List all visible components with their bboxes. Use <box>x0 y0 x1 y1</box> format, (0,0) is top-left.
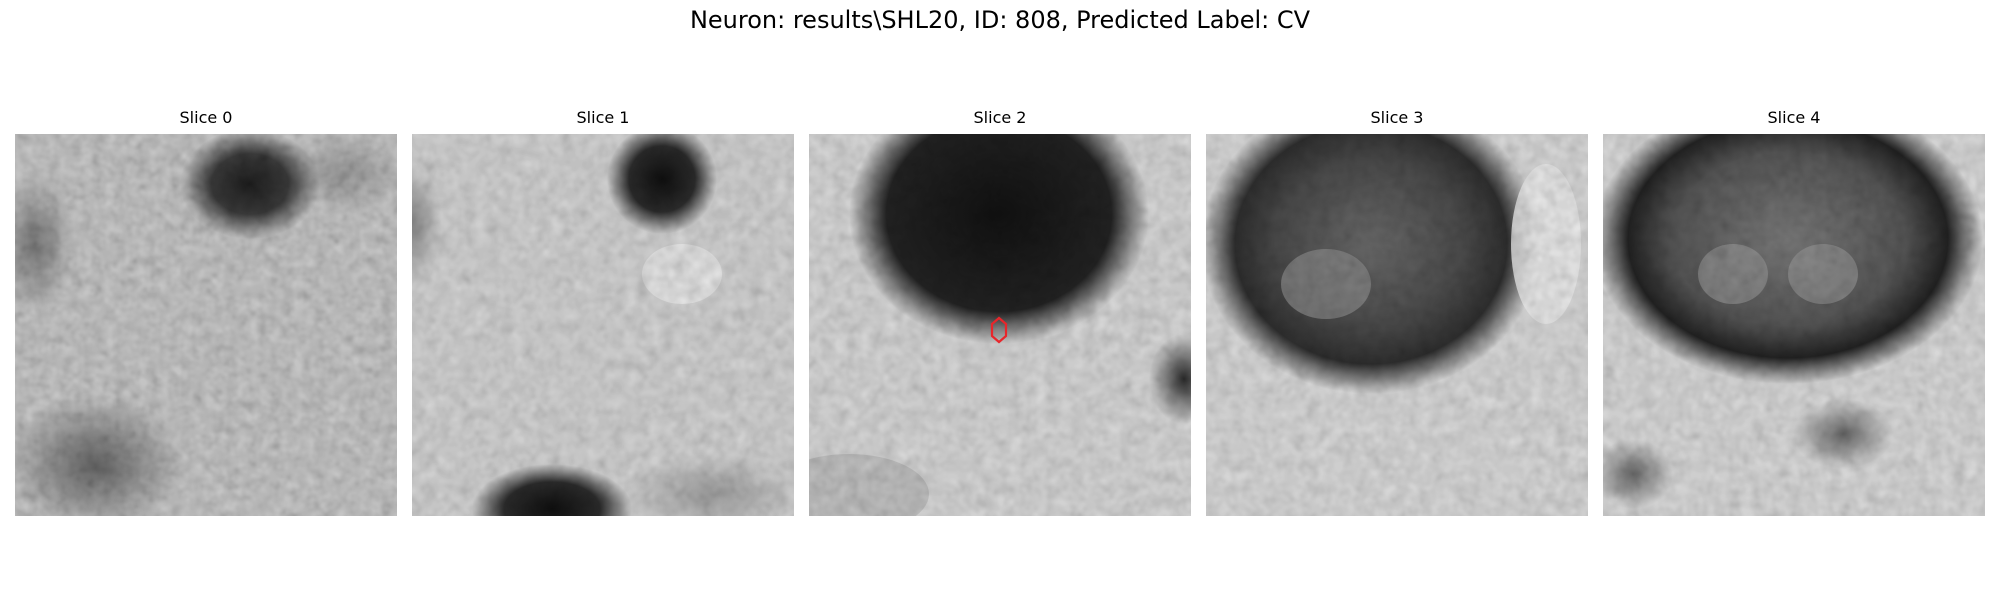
slice-4-image <box>1603 134 1985 516</box>
slice-2-image <box>809 134 1191 516</box>
slice-2-title: Slice 2 <box>973 108 1027 127</box>
slice-3-image <box>1206 134 1588 516</box>
slice-3-title: Slice 3 <box>1370 108 1424 127</box>
slice-1-title: Slice 1 <box>576 108 630 127</box>
slice-0-image <box>15 134 397 516</box>
marker-hexagon <box>990 316 1008 344</box>
slice-1-image <box>412 134 794 516</box>
slice-0-title: Slice 0 <box>179 108 233 127</box>
figure-title: Neuron: results\SHL20, ID: 808, Predicte… <box>689 6 1311 34</box>
slice-4-title: Slice 4 <box>1767 108 1821 127</box>
